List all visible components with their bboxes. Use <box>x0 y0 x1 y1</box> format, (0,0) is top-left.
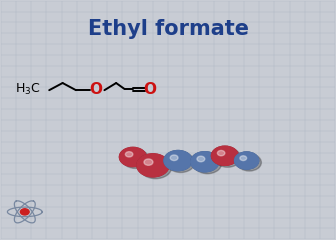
Circle shape <box>149 162 157 168</box>
Circle shape <box>129 155 136 159</box>
Circle shape <box>197 156 205 162</box>
Circle shape <box>142 158 164 173</box>
Circle shape <box>213 147 237 165</box>
Circle shape <box>217 150 233 161</box>
Circle shape <box>144 159 153 165</box>
Circle shape <box>174 158 181 163</box>
Circle shape <box>244 158 250 163</box>
Circle shape <box>216 150 234 162</box>
Circle shape <box>235 152 259 169</box>
Circle shape <box>20 209 29 215</box>
Circle shape <box>164 150 192 171</box>
Circle shape <box>170 155 186 166</box>
Circle shape <box>132 156 134 158</box>
Circle shape <box>191 152 219 172</box>
Circle shape <box>220 153 229 159</box>
Text: H$_3$C: H$_3$C <box>15 81 40 96</box>
Circle shape <box>238 154 256 167</box>
Circle shape <box>221 153 228 158</box>
Circle shape <box>242 157 252 164</box>
Circle shape <box>137 154 169 177</box>
Circle shape <box>223 154 227 157</box>
Circle shape <box>201 159 208 164</box>
Circle shape <box>203 160 207 163</box>
Circle shape <box>237 154 261 171</box>
Circle shape <box>124 151 142 163</box>
Circle shape <box>243 158 251 163</box>
Circle shape <box>139 156 172 179</box>
Circle shape <box>191 152 219 172</box>
Circle shape <box>126 152 139 162</box>
Circle shape <box>143 159 162 172</box>
Circle shape <box>152 164 154 166</box>
Circle shape <box>128 154 137 160</box>
Circle shape <box>224 155 226 156</box>
Circle shape <box>211 146 238 165</box>
Circle shape <box>123 150 143 164</box>
Circle shape <box>120 147 146 167</box>
Circle shape <box>246 160 248 161</box>
Circle shape <box>197 156 213 168</box>
Circle shape <box>125 152 133 157</box>
Circle shape <box>148 162 158 169</box>
Circle shape <box>173 157 183 164</box>
Circle shape <box>241 156 253 165</box>
Circle shape <box>166 152 190 169</box>
Circle shape <box>172 156 184 165</box>
Circle shape <box>214 148 236 164</box>
Circle shape <box>199 158 211 166</box>
Circle shape <box>127 153 138 161</box>
Circle shape <box>204 161 206 162</box>
Circle shape <box>146 161 160 170</box>
Circle shape <box>167 152 195 173</box>
Circle shape <box>137 154 169 177</box>
Circle shape <box>193 153 216 170</box>
Circle shape <box>192 153 218 171</box>
Circle shape <box>122 149 144 165</box>
Circle shape <box>196 155 214 168</box>
Circle shape <box>177 160 179 161</box>
Circle shape <box>235 152 259 169</box>
Circle shape <box>176 159 180 162</box>
Circle shape <box>131 155 135 159</box>
Circle shape <box>198 157 212 167</box>
Circle shape <box>245 159 249 162</box>
Circle shape <box>168 153 188 168</box>
Circle shape <box>237 153 257 168</box>
Circle shape <box>171 156 185 166</box>
Circle shape <box>120 147 146 167</box>
Circle shape <box>211 146 238 165</box>
Circle shape <box>121 148 145 166</box>
Circle shape <box>194 154 221 174</box>
Circle shape <box>219 152 230 160</box>
Circle shape <box>122 149 149 168</box>
Circle shape <box>240 156 254 166</box>
Circle shape <box>150 163 156 167</box>
Circle shape <box>165 151 191 170</box>
Circle shape <box>164 150 192 171</box>
Circle shape <box>145 160 161 171</box>
Circle shape <box>215 149 235 163</box>
Circle shape <box>200 158 209 165</box>
Circle shape <box>138 155 168 176</box>
Circle shape <box>239 155 255 166</box>
Text: Ethyl formate: Ethyl formate <box>87 19 249 39</box>
Circle shape <box>214 148 241 167</box>
Circle shape <box>170 155 178 161</box>
Circle shape <box>218 151 232 161</box>
Circle shape <box>240 156 247 161</box>
Circle shape <box>141 157 165 174</box>
Text: O: O <box>90 82 102 97</box>
Circle shape <box>194 154 215 169</box>
Circle shape <box>169 154 187 167</box>
Circle shape <box>217 150 225 156</box>
Circle shape <box>125 151 141 162</box>
Text: O: O <box>143 82 156 97</box>
Circle shape <box>236 153 258 168</box>
Circle shape <box>139 156 166 175</box>
